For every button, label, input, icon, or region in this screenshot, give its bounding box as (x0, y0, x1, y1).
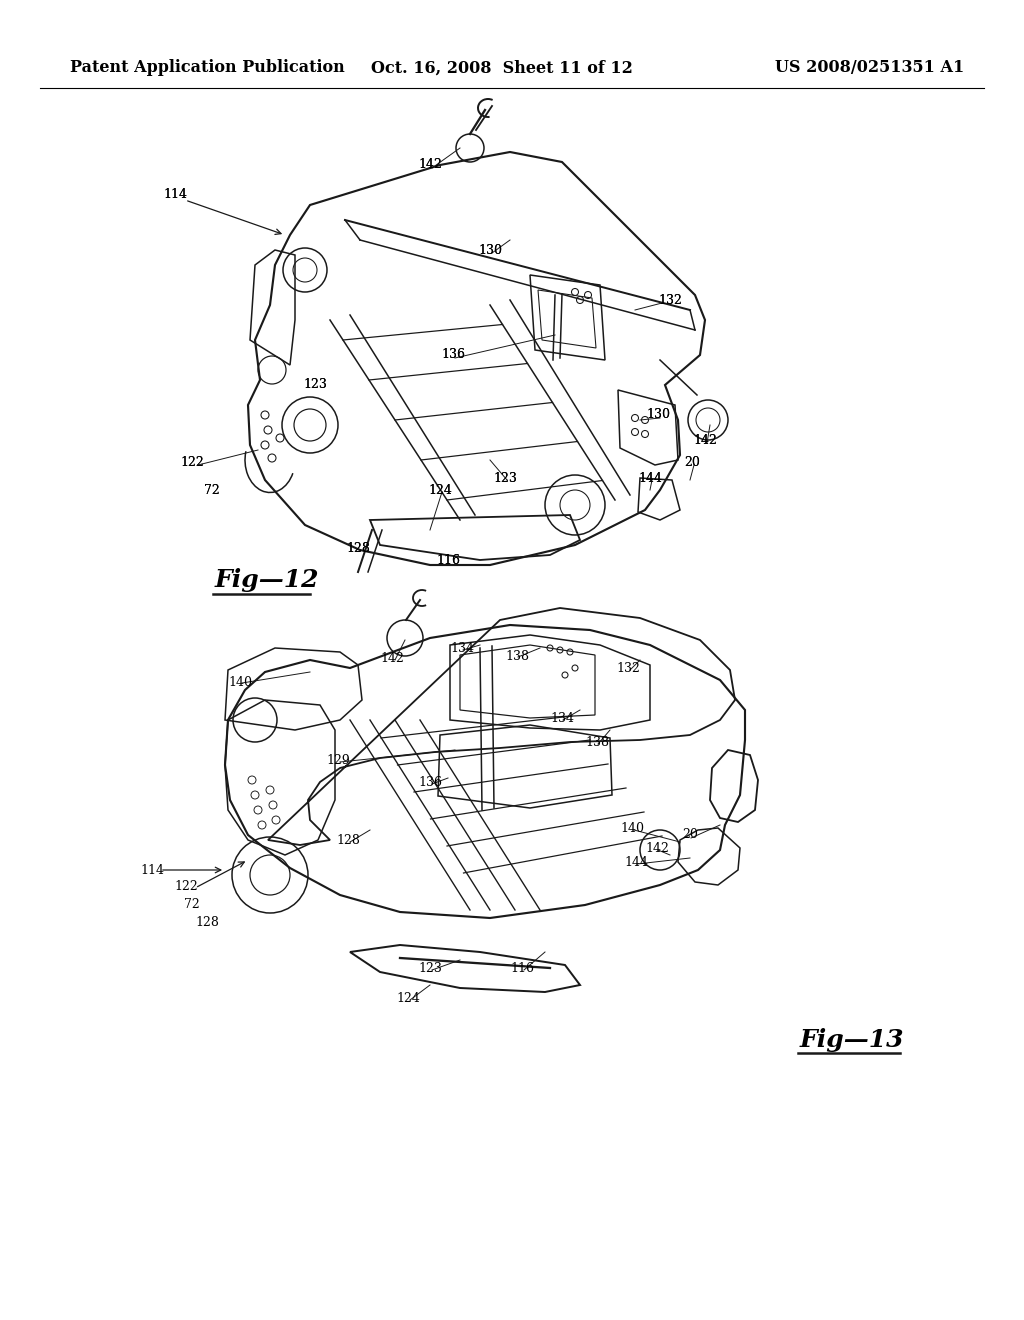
Text: 124: 124 (396, 991, 420, 1005)
Text: 142: 142 (418, 158, 442, 172)
Text: 128: 128 (195, 916, 219, 928)
Text: 20: 20 (684, 455, 700, 469)
Text: 128: 128 (336, 833, 360, 846)
Text: 116: 116 (436, 553, 460, 566)
Text: Patent Application Publication: Patent Application Publication (70, 59, 345, 77)
Text: 136: 136 (441, 348, 465, 362)
Text: Fig—13: Fig—13 (800, 1028, 904, 1052)
Text: 144: 144 (638, 471, 662, 484)
Text: 144: 144 (624, 855, 648, 869)
Text: 128: 128 (346, 541, 370, 554)
Text: 132: 132 (658, 293, 682, 306)
Text: 130: 130 (478, 243, 502, 256)
Text: 132: 132 (616, 661, 640, 675)
Text: 136: 136 (441, 348, 465, 362)
Text: 114: 114 (163, 189, 187, 202)
Text: 20: 20 (684, 455, 700, 469)
Text: 138: 138 (505, 649, 529, 663)
Text: 128: 128 (346, 541, 370, 554)
Text: Fig—12: Fig—12 (215, 568, 319, 591)
Text: Oct. 16, 2008  Sheet 11 of 12: Oct. 16, 2008 Sheet 11 of 12 (371, 59, 633, 77)
Text: US 2008/0251351 A1: US 2008/0251351 A1 (775, 59, 964, 77)
Text: 129: 129 (326, 754, 350, 767)
Text: 72: 72 (204, 483, 220, 496)
Text: 114: 114 (140, 863, 164, 876)
Text: 130: 130 (478, 243, 502, 256)
Text: 123: 123 (303, 379, 327, 392)
Text: 138: 138 (585, 735, 609, 748)
Text: 142: 142 (693, 433, 717, 446)
Text: 122: 122 (174, 879, 198, 892)
Text: 123: 123 (418, 961, 442, 974)
Text: 124: 124 (428, 483, 452, 496)
Text: 72: 72 (184, 898, 200, 911)
Text: 72: 72 (204, 483, 220, 496)
Text: 123: 123 (494, 471, 517, 484)
Text: 124: 124 (428, 483, 452, 496)
Text: 142: 142 (380, 652, 403, 664)
Text: 134: 134 (550, 711, 574, 725)
Text: 134: 134 (450, 642, 474, 655)
Text: 142: 142 (418, 158, 442, 172)
Text: 114: 114 (163, 189, 187, 202)
Text: 130: 130 (646, 408, 670, 421)
Text: 122: 122 (180, 455, 204, 469)
Text: 123: 123 (494, 471, 517, 484)
Text: 116: 116 (436, 553, 460, 566)
Text: 123: 123 (303, 379, 327, 392)
Text: 144: 144 (638, 471, 662, 484)
Text: 140: 140 (620, 821, 644, 834)
Text: 130: 130 (646, 408, 670, 421)
Text: 122: 122 (180, 455, 204, 469)
Text: 132: 132 (658, 293, 682, 306)
Text: 140: 140 (228, 676, 252, 689)
Text: 116: 116 (510, 961, 534, 974)
Text: 142: 142 (693, 433, 717, 446)
Text: 142: 142 (645, 842, 669, 854)
Text: 20: 20 (682, 829, 698, 842)
Text: 136: 136 (418, 776, 442, 788)
